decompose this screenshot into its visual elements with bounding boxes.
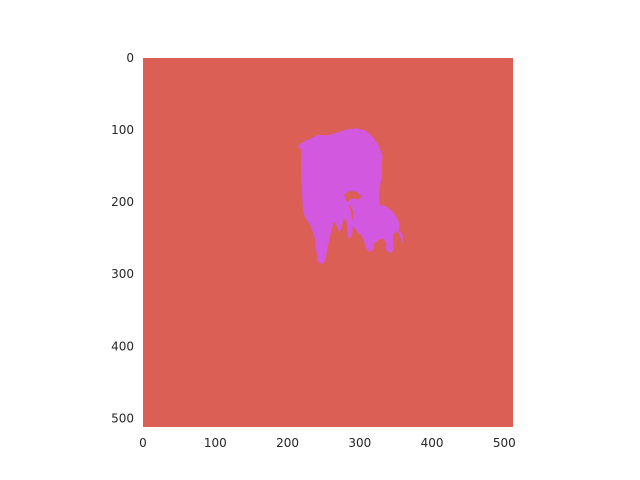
y-tick-label: 400 bbox=[111, 339, 134, 353]
heatmap-region-1-class-0 bbox=[344, 191, 362, 203]
heatmap-region-2-class-0 bbox=[349, 204, 354, 220]
x-axis: 0 100 200 300 400 500 bbox=[139, 436, 516, 450]
x-tick-label: 400 bbox=[421, 436, 444, 450]
y-tick-label: 200 bbox=[111, 195, 134, 209]
x-tick-label: 500 bbox=[493, 436, 516, 450]
y-axis: 0 100 200 300 400 500 bbox=[111, 51, 134, 425]
y-tick-label: 300 bbox=[111, 267, 134, 281]
plot-area bbox=[143, 58, 513, 427]
y-tick-label: 500 bbox=[111, 411, 134, 425]
y-tick-label: 100 bbox=[111, 123, 134, 137]
y-tick-label: 0 bbox=[126, 51, 134, 65]
x-tick-label: 0 bbox=[139, 436, 147, 450]
x-tick-label: 100 bbox=[204, 436, 227, 450]
x-tick-label: 200 bbox=[276, 436, 299, 450]
x-tick-label: 300 bbox=[348, 436, 371, 450]
